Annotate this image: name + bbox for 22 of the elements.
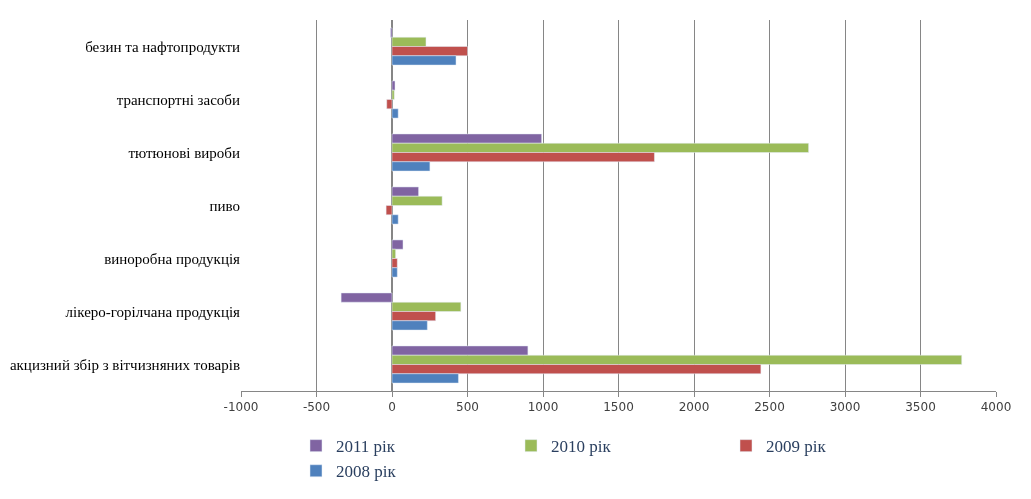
- x-tick-label: 1000: [527, 400, 559, 415]
- x-tick-label: 4000: [980, 400, 1012, 415]
- y-tick-label: акцизний збір з вітчизняних товарів: [9, 356, 240, 373]
- x-tick-label: -500: [302, 400, 331, 415]
- y-tick-label: лікеро-горілчана продукція: [65, 303, 241, 320]
- x-tick-label: 2500: [754, 400, 785, 415]
- x-tick-label: 3000: [829, 400, 861, 415]
- x-tick-label: 3500: [905, 400, 936, 415]
- x-tick-label: 2000: [678, 400, 710, 415]
- x-tick-label: 500: [456, 400, 479, 415]
- x-tick-label: 0: [388, 400, 396, 415]
- y-tick-label: пиво: [209, 197, 240, 214]
- x-tick-label: -1000: [223, 400, 259, 415]
- y-tick-label: виноробна продукція: [104, 250, 241, 267]
- y-tick-label: транспортні засоби: [116, 91, 240, 108]
- legend-label: 2011 рік: [336, 437, 396, 457]
- legend-label: 2009 рік: [766, 437, 827, 457]
- x-tick-label: 1500: [603, 400, 634, 415]
- y-tick-label: безин та нафтопродукти: [85, 38, 240, 55]
- legend-label: 2008 рік: [336, 462, 397, 482]
- legend-label: 2010 рік: [551, 437, 612, 457]
- y-tick-label: тютюнові вироби: [128, 144, 240, 161]
